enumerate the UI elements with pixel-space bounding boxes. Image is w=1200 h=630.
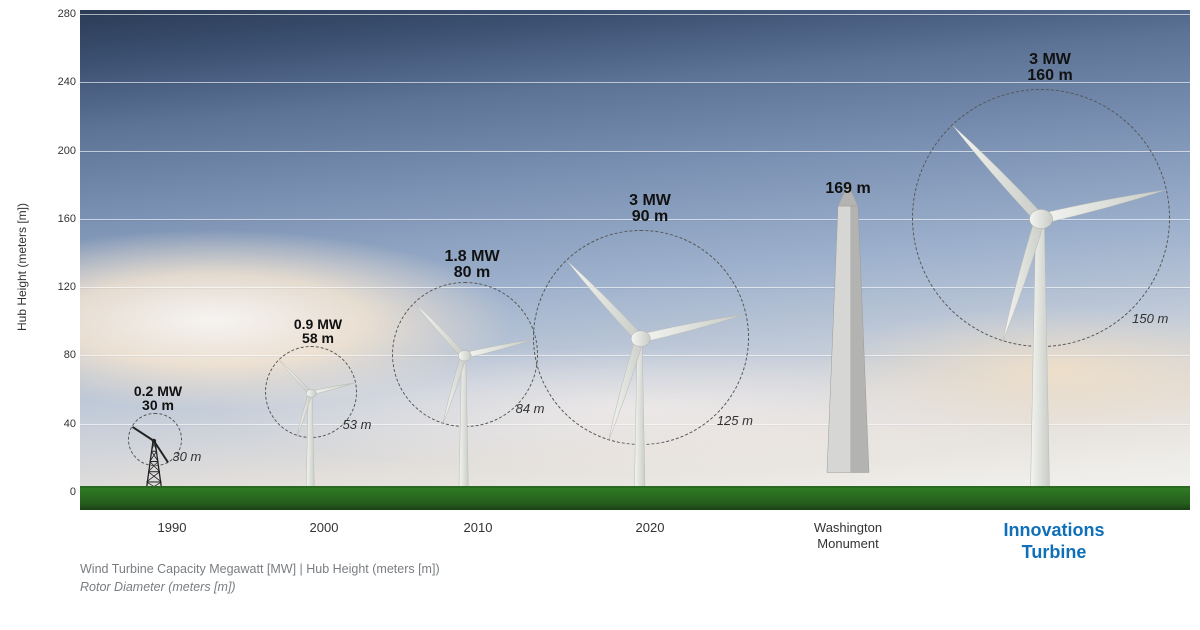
- rotor-diameter-label-5: 150 m: [1132, 311, 1168, 326]
- ytick-120: 120: [50, 281, 76, 293]
- turbine-label-0: 0.2 MW30 m: [134, 383, 182, 413]
- ytick-160: 160: [50, 213, 76, 225]
- xlabel-3: 2020: [636, 520, 665, 536]
- rotor-diameter-label-0: 30 m: [172, 449, 201, 464]
- ground: [80, 486, 1190, 510]
- turbine-5: [892, 71, 1188, 492]
- ytick-280: 280: [50, 8, 76, 20]
- rotor-diameter-label-1: 53 m: [343, 417, 372, 432]
- xlabel-0: 1990: [158, 520, 187, 536]
- turbine-1: [245, 328, 375, 492]
- xlabel-5: InnovationsTurbine: [1003, 520, 1104, 563]
- plot-area: 0.2 MW30 m 30 m 0.9 MW58 m 53 m: [80, 10, 1190, 510]
- ytick-200: 200: [50, 145, 76, 157]
- rotor-diameter-label-3: 125 m: [717, 413, 753, 428]
- y-axis-label: Hub Height (meters [m]): [15, 203, 29, 331]
- lattice-tower: [144, 441, 164, 492]
- ytick-40: 40: [50, 418, 76, 430]
- washington-monument: [827, 184, 869, 493]
- xlabel-1: 2000: [310, 520, 339, 536]
- ytick-80: 80: [50, 349, 76, 361]
- turbine-label-5: 3 MW160 m: [1027, 51, 1072, 85]
- turbine-3: [513, 212, 766, 492]
- legend-line-1: Wind Turbine Capacity Megawatt [MW] | Hu…: [80, 562, 440, 576]
- legend-line-2: Rotor Diameter (meters [m]): [80, 580, 236, 594]
- turbine-label-3: 3 MW90 m: [629, 192, 671, 226]
- turbine-label-1: 0.9 MW58 m: [294, 316, 342, 346]
- xlabel-2: 2010: [464, 520, 493, 536]
- monument-label: 169 m: [825, 182, 870, 198]
- ytick-0: 0: [50, 486, 76, 498]
- ytick-240: 240: [50, 76, 76, 88]
- wind-turbine-chart: 0.2 MW30 m 30 m 0.9 MW58 m 53 m: [0, 0, 1200, 630]
- xlabel-4: WashingtonMonument: [814, 520, 882, 551]
- turbine-label-2: 1.8 MW80 m: [444, 248, 499, 282]
